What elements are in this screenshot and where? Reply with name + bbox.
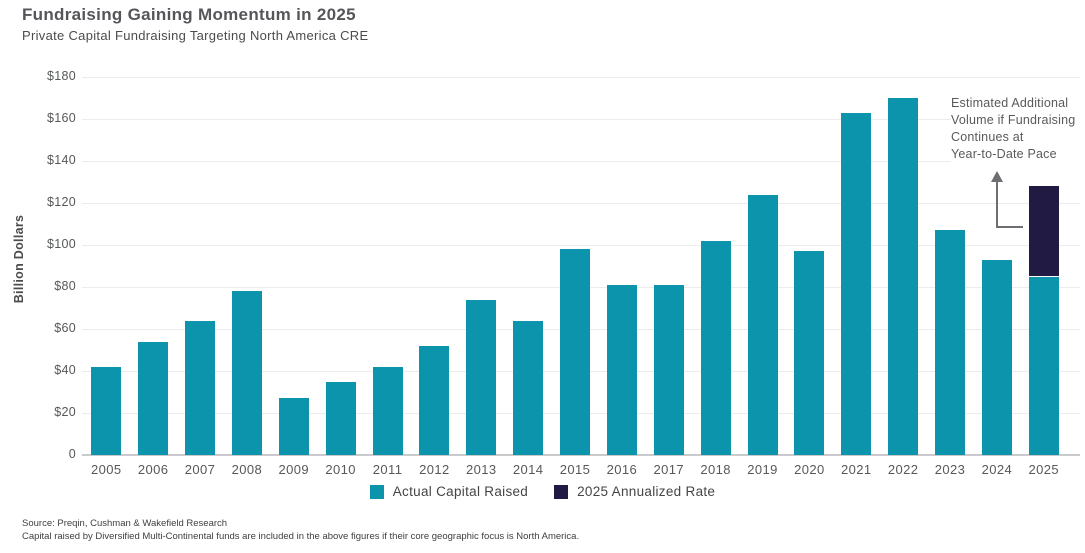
chart-title: Fundraising Gaining Momentum in 2025 xyxy=(22,5,356,24)
gridline-180 xyxy=(82,77,1080,78)
bar-2025-annualized xyxy=(1028,186,1059,277)
gridline-0 xyxy=(82,454,1080,456)
x-tick-label-2024: 2024 xyxy=(981,462,1013,477)
bar-2021 xyxy=(841,112,872,455)
y-tick-label: $160 xyxy=(46,111,76,125)
x-tick-label-2006: 2006 xyxy=(137,462,169,477)
x-tick-label-2018: 2018 xyxy=(700,462,731,477)
x-tick-label-2022: 2022 xyxy=(887,462,919,477)
x-tick-label-2011: 2011 xyxy=(372,462,403,477)
x-tick-label-2021: 2021 xyxy=(841,462,872,477)
bar-2015 xyxy=(560,249,591,455)
x-tick-label-2010: 2010 xyxy=(325,462,356,477)
legend-item: Actual Capital Raised xyxy=(369,484,529,499)
x-tick-label-2020: 2020 xyxy=(794,462,825,477)
x-tick-label-2007: 2007 xyxy=(184,462,216,477)
bar-2025 xyxy=(1028,276,1059,455)
y-tick-label: $140 xyxy=(46,153,76,167)
bar-2009 xyxy=(278,398,309,455)
footer: Source: Preqin, Cushman & Wakefield Rese… xyxy=(22,517,1062,543)
y-axis-title: Billion Dollars xyxy=(12,214,26,304)
gridline-100 xyxy=(82,245,1080,246)
y-tick-label: $40 xyxy=(54,363,76,377)
y-tick-label: $20 xyxy=(54,405,76,419)
x-tick-label-2023: 2023 xyxy=(934,462,966,477)
legend-label: Actual Capital Raised xyxy=(392,484,529,499)
x-tick-label-2017: 2017 xyxy=(653,462,685,477)
y-tick-label: $60 xyxy=(54,321,76,335)
bar-2017 xyxy=(653,284,684,455)
methodology-note: Capital raised by Diversified Multi-Cont… xyxy=(22,531,580,542)
y-tick-label: $100 xyxy=(46,237,76,251)
x-tick-label-2016: 2016 xyxy=(606,462,638,477)
x-tick-label-2008: 2008 xyxy=(231,462,263,477)
legend-label: 2025 Annualized Rate xyxy=(577,484,716,499)
x-tick-label-2009: 2009 xyxy=(278,462,310,477)
gridline-140 xyxy=(82,161,1080,162)
legend-item: 2025 Annualized Rate xyxy=(554,484,715,499)
annotation-line: Estimated Additional xyxy=(951,96,1069,110)
chart-subtitle: Private Capital Fundraising Targeting No… xyxy=(22,28,369,43)
y-tick-label: $180 xyxy=(46,69,76,83)
y-tick-label: $80 xyxy=(54,279,76,293)
annotation-arrow-icon xyxy=(991,171,1023,228)
x-tick-label-2019: 2019 xyxy=(747,462,778,477)
bar-2019 xyxy=(747,194,778,455)
annotation-line: Volume if Fundraising xyxy=(951,113,1076,127)
legend-swatch-icon xyxy=(369,484,384,499)
y-tick-label: 0 xyxy=(68,447,76,461)
bar-2013 xyxy=(466,299,497,455)
bar-2012 xyxy=(419,345,450,455)
x-tick-label-2012: 2012 xyxy=(419,462,450,477)
bar-2014 xyxy=(513,320,544,455)
legend-swatch-icon xyxy=(554,484,569,499)
y-tick-label: $120 xyxy=(46,195,76,209)
plot-area: $180 $160 $140 $120 $100 $80 $60 $40 $20 0 2005 200… xyxy=(47,69,1080,477)
annotation-text: Estimated Additional Volume if Fundraisin… xyxy=(951,95,1083,163)
bar-2018 xyxy=(700,240,731,455)
gridline-160 xyxy=(82,119,1080,120)
x-tick-label-2005: 2005 xyxy=(91,462,122,477)
x-tick-label-2025: 2025 xyxy=(1028,462,1060,477)
bar-2008 xyxy=(231,291,262,455)
source-note: Source: Preqin, Cushman & Wakefield Rese… xyxy=(22,518,228,529)
annotation-line: Continues at xyxy=(951,130,1024,144)
annotation-line: Year-to-Date Pace xyxy=(951,147,1057,161)
bar-2016 xyxy=(606,284,637,455)
x-tick-label-2014: 2014 xyxy=(512,462,544,477)
bar-2006 xyxy=(138,341,169,455)
bar-2007 xyxy=(185,320,216,455)
bar-2023 xyxy=(935,230,966,455)
bar-2020 xyxy=(794,251,825,455)
bar-2005 xyxy=(91,366,122,455)
bar-2010 xyxy=(325,381,356,455)
legend: Actual Capital Raised 2025 Annualized Rat… xyxy=(0,484,1085,499)
gridline-120 xyxy=(82,203,1080,204)
bar-2022 xyxy=(888,98,919,455)
x-tick-label-2015: 2015 xyxy=(559,462,591,477)
bar-2011 xyxy=(372,366,403,455)
bar-2024 xyxy=(981,259,1012,455)
x-tick-label-2013: 2013 xyxy=(466,462,497,477)
